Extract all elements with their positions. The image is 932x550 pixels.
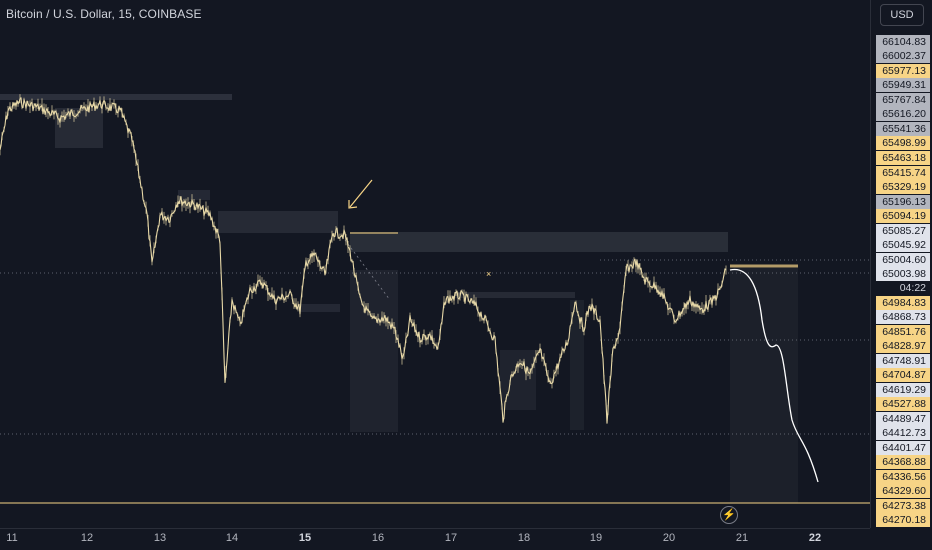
price-label: 64868.73 [876, 310, 930, 324]
zone-box [350, 232, 728, 252]
time-label: 14 [225, 532, 239, 544]
price-label: 65003.98 [876, 267, 930, 281]
price-label: 64368.88 [876, 455, 930, 469]
price-label: 64851.76 [876, 325, 930, 339]
zone-box [55, 108, 103, 148]
symbol-title: Bitcoin / U.S. Dollar, 15, COINBASE [6, 7, 202, 21]
time-label: 22 [808, 532, 822, 544]
price-label: 65329.19 [876, 180, 930, 194]
time-label: 11 [6, 532, 18, 544]
price-label: 64336.56 [876, 470, 930, 484]
zone-box [730, 268, 798, 503]
zone-box [455, 292, 575, 298]
price-label: 64748.91 [876, 354, 930, 368]
arrow-annotation-icon [349, 179, 373, 208]
price-label: 65045.92 [876, 238, 930, 252]
price-label: 64984.83 [876, 296, 930, 310]
zone-box [350, 270, 398, 432]
time-label: 20 [662, 532, 676, 544]
time-label: 17 [444, 532, 458, 544]
price-label: 65085.27 [876, 224, 930, 238]
currency-button[interactable]: USD [880, 4, 924, 26]
cross-marker: × [486, 269, 491, 279]
price-label: 65094.19 [876, 209, 930, 223]
price-label: 04:22 [876, 281, 930, 295]
price-label: 64329.60 [876, 484, 930, 498]
price-label: 64704.87 [876, 368, 930, 382]
zone-box [0, 94, 232, 100]
price-label: 65767.84 [876, 93, 930, 107]
time-label: 13 [153, 532, 167, 544]
time-axis[interactable] [0, 528, 870, 550]
price-label: 66104.83 [876, 35, 930, 49]
price-label: 65949.31 [876, 78, 930, 92]
lightning-icon[interactable]: ⚡ [720, 506, 738, 524]
price-label: 64619.29 [876, 383, 930, 397]
projection-path [729, 268, 819, 483]
price-label: 65196.13 [876, 195, 930, 209]
price-label: 65415.74 [876, 166, 930, 180]
zone-box [218, 211, 338, 233]
price-series [0, 97, 727, 424]
zone-box [300, 304, 340, 312]
price-label: 64527.88 [876, 397, 930, 411]
price-chart[interactable]: × [0, 0, 870, 528]
time-label: 12 [80, 532, 94, 544]
price-label: 65977.13 [876, 64, 930, 78]
time-label: 21 [735, 532, 749, 544]
time-label: 18 [517, 532, 531, 544]
price-label: 65498.99 [876, 136, 930, 150]
arrow-annotation-icon [348, 200, 358, 209]
price-label: 65004.60 [876, 253, 930, 267]
time-label: 19 [589, 532, 603, 544]
price-label: 65541.36 [876, 122, 930, 136]
time-label: 15 [298, 532, 312, 544]
price-label: 64270.18 [876, 513, 930, 527]
price-label: 65463.18 [876, 151, 930, 165]
price-label: 64401.47 [876, 441, 930, 455]
price-label: 64828.97 [876, 339, 930, 353]
time-label: 16 [371, 532, 385, 544]
price-label: 64489.47 [876, 412, 930, 426]
price-label: 65616.20 [876, 107, 930, 121]
price-label: 64273.38 [876, 499, 930, 513]
price-label: 66002.37 [876, 49, 930, 63]
zone-box [570, 300, 584, 430]
zone-box [178, 190, 210, 200]
chart-pane[interactable]: × [0, 0, 870, 528]
price-label: 64412.73 [876, 426, 930, 440]
